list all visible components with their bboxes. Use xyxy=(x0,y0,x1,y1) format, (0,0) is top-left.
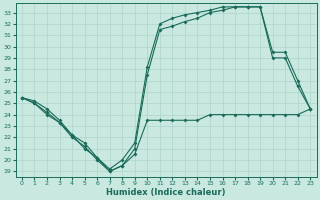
X-axis label: Humidex (Indice chaleur): Humidex (Indice chaleur) xyxy=(106,188,226,197)
